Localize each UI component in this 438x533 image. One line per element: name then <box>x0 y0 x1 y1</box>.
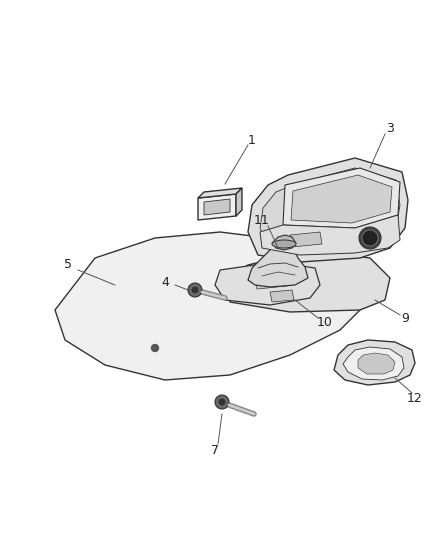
Polygon shape <box>248 158 408 262</box>
Polygon shape <box>255 275 287 289</box>
Polygon shape <box>343 347 404 380</box>
Polygon shape <box>248 240 308 287</box>
Text: 10: 10 <box>317 316 333 328</box>
Circle shape <box>359 227 381 249</box>
Polygon shape <box>272 235 296 250</box>
Polygon shape <box>334 340 415 385</box>
Text: 11: 11 <box>254 214 270 227</box>
Polygon shape <box>215 262 320 305</box>
Text: 1: 1 <box>248 133 256 147</box>
Polygon shape <box>204 199 230 215</box>
Polygon shape <box>260 215 400 255</box>
Ellipse shape <box>272 240 296 248</box>
Circle shape <box>152 344 159 351</box>
Circle shape <box>188 283 202 297</box>
Polygon shape <box>283 168 400 228</box>
Text: 5: 5 <box>64 259 72 271</box>
Circle shape <box>215 395 229 409</box>
Polygon shape <box>198 194 236 220</box>
Polygon shape <box>260 168 400 253</box>
Text: 12: 12 <box>407 392 423 405</box>
Polygon shape <box>236 188 242 216</box>
Text: 9: 9 <box>401 311 409 325</box>
Polygon shape <box>358 353 395 374</box>
Polygon shape <box>291 175 392 223</box>
Polygon shape <box>290 232 322 247</box>
Polygon shape <box>55 232 375 380</box>
Polygon shape <box>270 290 294 302</box>
Polygon shape <box>198 188 242 198</box>
Text: 4: 4 <box>161 276 169 288</box>
Circle shape <box>218 398 226 406</box>
Text: 7: 7 <box>211 443 219 456</box>
Polygon shape <box>225 250 390 312</box>
Circle shape <box>191 286 199 294</box>
Circle shape <box>362 230 378 246</box>
Text: 3: 3 <box>386 122 394 134</box>
